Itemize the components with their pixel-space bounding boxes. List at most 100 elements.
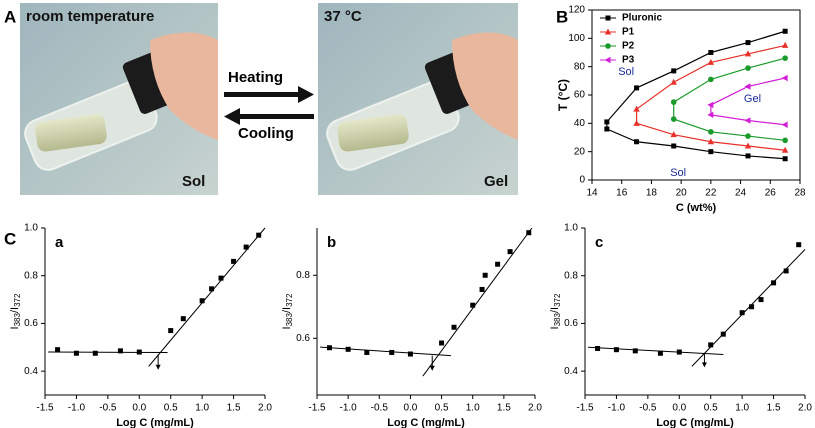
marker	[117, 348, 123, 354]
fit-line	[691, 249, 806, 367]
panel-label: c	[595, 234, 603, 251]
marker	[595, 345, 601, 351]
marker	[364, 349, 370, 355]
x-tick-label: -1.0	[340, 403, 358, 414]
marker	[707, 111, 714, 119]
arrow-label: Heating	[228, 69, 283, 86]
marker	[634, 85, 640, 91]
marker	[708, 129, 714, 135]
x-tick-label: 1.0	[195, 403, 209, 414]
marker	[231, 258, 237, 264]
y-axis-label: I383/I372	[549, 293, 562, 329]
x-tick-label: 0.0	[403, 403, 417, 414]
fit-line	[320, 346, 451, 357]
marker	[604, 28, 612, 35]
photo-state: Sol	[182, 173, 205, 190]
marker	[707, 138, 715, 145]
y-tick-label: 0.8	[296, 270, 310, 281]
marker	[707, 101, 714, 109]
marker	[739, 310, 745, 316]
x-tick-label: 0.0	[132, 403, 146, 414]
marker	[604, 56, 611, 64]
y-axis-label-part: 372	[553, 293, 562, 307]
x-tick-label: 14	[586, 188, 598, 199]
x-tick-label: 24	[735, 188, 747, 199]
y-axis-label-part: I	[549, 326, 561, 329]
photo-state: Gel	[484, 173, 508, 190]
y-axis-label-part: 372	[285, 293, 294, 307]
marker	[482, 272, 488, 278]
x-tick-label: -1.0	[68, 403, 86, 414]
marker	[781, 41, 789, 48]
photo-gel	[318, 3, 518, 195]
marker	[676, 349, 682, 355]
marker	[782, 55, 788, 61]
x-tick-label: 1.5	[497, 403, 511, 414]
panel-label: B	[556, 7, 568, 26]
marker	[407, 351, 413, 357]
panel-label: b	[327, 234, 336, 251]
marker	[256, 232, 262, 238]
legend-label: P1	[622, 27, 635, 38]
photo-caption: room temperature	[26, 8, 154, 25]
marker	[439, 340, 445, 346]
y-axis-label: T (°C)	[556, 79, 570, 111]
marker	[707, 58, 715, 65]
legend-label: P2	[622, 41, 635, 52]
marker	[744, 142, 752, 149]
y-axis-label-part: /I	[281, 307, 293, 313]
marker	[671, 68, 677, 74]
x-tick-label: 2.0	[258, 403, 272, 414]
series-line	[710, 77, 786, 126]
marker	[671, 143, 677, 149]
panel-label: a	[55, 234, 64, 251]
y-axis-label: I383/I372	[281, 293, 294, 329]
marker	[605, 43, 611, 49]
marker	[634, 139, 640, 145]
cmc-arrowhead	[429, 365, 435, 371]
y-tick-label: 0	[579, 175, 585, 186]
legend-label: P3	[622, 55, 635, 66]
x-tick-label: 2.0	[798, 403, 812, 414]
x-tick-label: 0.0	[672, 403, 686, 414]
x-tick-label: 1.0	[735, 403, 749, 414]
y-tick-label: 1.0	[24, 223, 38, 234]
x-tick-label: -1.5	[576, 403, 594, 414]
marker	[782, 156, 788, 162]
x-tick-label: 18	[646, 188, 658, 199]
y-tick-label: 40	[574, 118, 586, 129]
y-axis-label-part: 383	[13, 312, 22, 326]
marker	[744, 117, 751, 124]
x-tick-label: -0.5	[639, 403, 657, 414]
y-axis-label-part: /I	[9, 307, 21, 313]
y-tick-label: 0.6	[24, 318, 38, 329]
marker	[136, 349, 142, 355]
y-tick-label: 0.8	[24, 270, 38, 281]
marker	[345, 346, 351, 352]
panel-label: C	[4, 229, 16, 248]
y-axis-label-part: 383	[553, 312, 562, 326]
x-axis-label: Log C (mg/mL)	[656, 417, 734, 428]
marker	[495, 261, 501, 267]
x-tick-label: 20	[676, 188, 688, 199]
marker	[708, 76, 714, 83]
marker	[781, 146, 789, 153]
marker	[745, 133, 751, 139]
panel-label: A	[4, 7, 16, 26]
y-tick-label: 0.4	[564, 366, 578, 377]
x-tick-label: -1.5	[36, 403, 54, 414]
y-tick-label: 0.6	[296, 333, 310, 344]
marker	[605, 15, 611, 21]
y-tick-label: 1.0	[564, 223, 578, 234]
marker	[744, 83, 751, 90]
x-tick-label: 22	[705, 188, 717, 199]
y-axis-label-part: I	[281, 326, 293, 329]
marker	[604, 126, 610, 132]
cmc-arrowhead	[701, 362, 707, 368]
marker	[720, 331, 726, 337]
marker	[745, 153, 751, 159]
marker	[708, 149, 714, 155]
annotation: Gel	[744, 93, 761, 105]
x-axis-label: Log C (mg/mL)	[387, 417, 465, 428]
